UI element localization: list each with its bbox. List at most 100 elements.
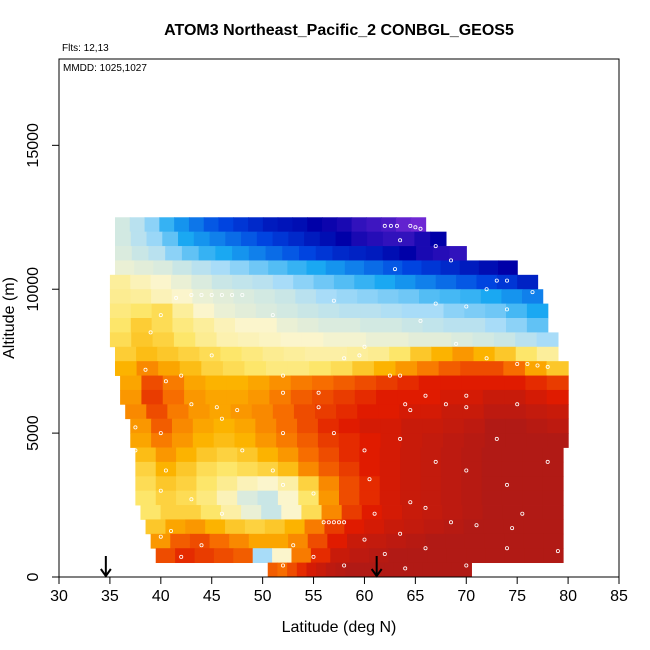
heatmap-cell	[276, 418, 298, 434]
heatmap-cell	[241, 505, 262, 520]
heatmap-cell	[248, 375, 271, 391]
heatmap-cell	[422, 562, 434, 578]
heatmap-cell	[152, 332, 175, 348]
heatmap-cell	[233, 289, 255, 305]
heatmap-cell	[150, 274, 172, 290]
heatmap-cell	[379, 476, 401, 492]
heatmap-cell	[427, 548, 448, 564]
heatmap-cell	[374, 562, 385, 578]
heatmap-cell	[288, 533, 309, 549]
heatmap-cell	[440, 375, 463, 391]
heatmap-cell	[355, 562, 366, 578]
heatmap-cell	[298, 461, 320, 477]
heatmap-cell	[366, 533, 387, 549]
heatmap-cell	[341, 505, 363, 520]
heatmap-cell	[542, 461, 564, 477]
observation-point	[433, 459, 438, 464]
observation-point	[331, 431, 336, 436]
x-tick-label: 35	[101, 588, 119, 605]
heatmap-cell	[136, 361, 159, 376]
heatmap-cell	[287, 562, 298, 578]
observation-point	[433, 244, 438, 249]
heatmap-cell	[130, 318, 153, 333]
heatmap-cell	[464, 533, 486, 549]
heatmap-cell	[503, 361, 526, 376]
heatmap-cell	[547, 404, 569, 420]
observation-point	[464, 304, 469, 309]
heatmap-cell	[504, 375, 527, 391]
observation-point	[520, 511, 525, 516]
heatmap-cell	[130, 231, 148, 247]
heatmap-cell	[543, 519, 564, 535]
observation-point	[423, 546, 428, 551]
heatmap-cell	[364, 519, 385, 535]
heatmap-cell	[287, 260, 308, 276]
heatmap-cell	[517, 274, 539, 290]
heatmap-cell	[322, 217, 338, 233]
observation-point	[158, 313, 163, 318]
heatmap-cell	[383, 260, 403, 276]
heatmap-cell	[339, 490, 360, 506]
observation-point	[174, 295, 179, 300]
observation-point	[464, 563, 469, 568]
heatmap-cell	[460, 361, 483, 376]
heatmap-cell	[359, 461, 381, 477]
observation-point	[133, 425, 138, 430]
heatmap-cell	[290, 389, 313, 405]
heatmap-cell	[483, 519, 504, 535]
heatmap-cell	[120, 389, 143, 405]
heatmap-cell	[184, 375, 207, 391]
observation-point	[331, 520, 336, 525]
heatmap-cell	[481, 361, 504, 376]
heatmap-cell	[234, 433, 256, 448]
heatmap-cell	[522, 461, 544, 477]
heatmap-cell	[481, 490, 503, 506]
heatmap-cell	[299, 246, 317, 261]
heatmap-cell	[367, 231, 384, 247]
heatmap-cell	[298, 490, 320, 506]
observation-point	[336, 520, 341, 525]
observation-point	[163, 379, 168, 384]
heatmap-cell	[439, 289, 461, 305]
heatmap-cell	[261, 505, 282, 520]
observation-point	[331, 298, 336, 303]
heatmap-cell	[215, 246, 233, 261]
heatmap-cell	[171, 433, 194, 448]
heatmap-cell	[172, 318, 194, 333]
heatmap-cell	[225, 519, 246, 535]
heatmap-cell	[401, 303, 424, 319]
heatmap-cell	[306, 260, 327, 276]
heatmap-cell	[546, 389, 569, 405]
heatmap-cell	[157, 346, 179, 362]
heatmap-cell	[443, 418, 465, 434]
heatmap-cell	[542, 447, 564, 463]
heatmap-cell	[241, 231, 258, 247]
observation-point	[316, 405, 321, 410]
heatmap-cell	[192, 289, 214, 305]
heatmap-cell	[272, 404, 295, 420]
observation-point	[270, 313, 275, 318]
heatmap-cell	[172, 303, 194, 319]
heatmap-cell	[155, 490, 177, 506]
heatmap-cell	[140, 505, 162, 520]
heatmap-cell	[226, 375, 249, 391]
heatmap-cell	[543, 548, 564, 564]
observation-point	[280, 373, 285, 378]
heatmap-cell	[237, 476, 259, 492]
observation-point	[214, 405, 219, 410]
heatmap-cell	[484, 533, 505, 549]
heatmap-cell	[403, 562, 414, 578]
heatmap-cell	[414, 231, 431, 247]
heatmap-cell	[380, 303, 403, 319]
heatmap-cell	[196, 490, 218, 506]
heatmap-cell	[178, 346, 200, 362]
observation-point	[342, 563, 347, 568]
heatmap-cell	[523, 519, 544, 535]
observation-point	[398, 373, 403, 378]
heatmap-cell	[265, 246, 283, 261]
heatmap-cell	[403, 519, 425, 535]
heatmap-cell	[381, 505, 403, 520]
heatmap-cell	[297, 303, 319, 319]
heatmap-cell	[194, 548, 215, 564]
heatmap-cell	[473, 346, 496, 362]
